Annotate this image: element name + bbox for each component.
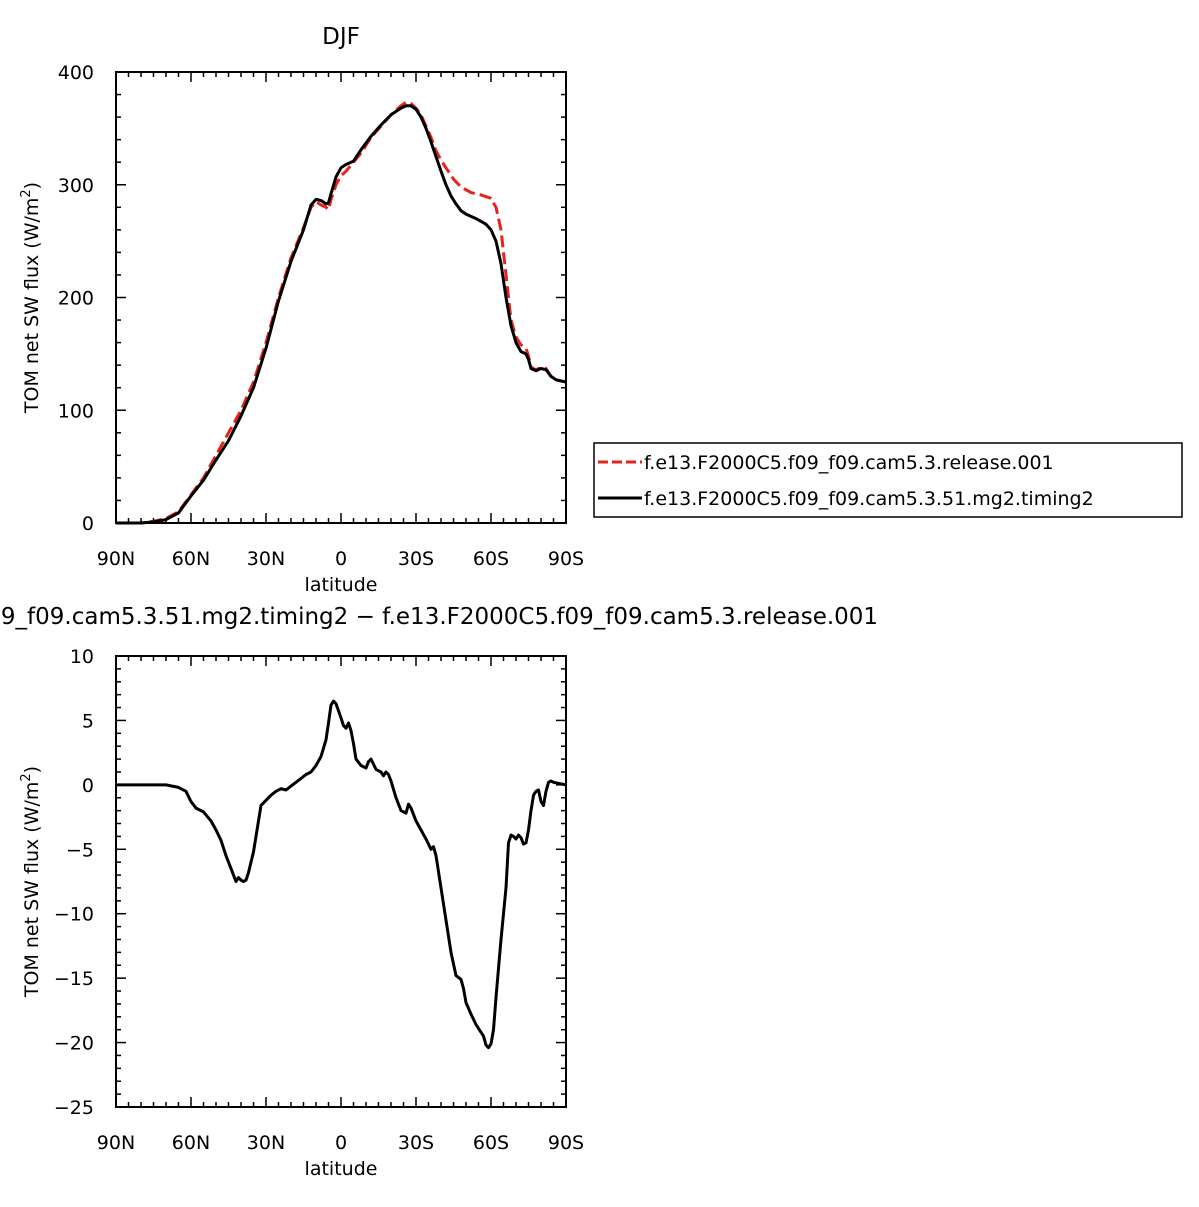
chart-panel-1: 90N 60N 30N 0 30S 60S 90S 0 100 200 300 400 latitude… — [19, 24, 1183, 596]
legend: f.e13.F2000C5.f09_f09.cam5.3.release.001… — [593, 442, 1183, 518]
y-tick-label: 0 — [82, 513, 94, 535]
x-tick-label: 90N — [97, 1132, 135, 1154]
y-tick-label: 10 — [70, 646, 94, 668]
legend-label: f.e13.F2000C5.f09_f09.cam5.3.51.mg2.timi… — [644, 488, 1094, 510]
x-tick-label: 30N — [247, 548, 285, 570]
y-tick-label: 100 — [58, 400, 94, 422]
series-line-1 — [116, 100, 566, 525]
chart-title: f.e13.F2000C5.f09_f09.cam5.3.51.mg2.timi… — [0, 604, 878, 630]
y-tick-label: 300 — [58, 175, 94, 197]
y-tick-label: 400 — [58, 62, 94, 84]
y-tick-label: −10 — [54, 904, 94, 926]
x-tick-label: 30S — [398, 548, 434, 570]
plot-frame — [115, 655, 567, 1108]
x-tick-label: 90S — [548, 548, 584, 570]
x-tick-label: 60N — [172, 548, 210, 570]
x-axis-label: latitude — [305, 574, 378, 596]
x-tick-label: 60S — [473, 548, 509, 570]
y-tick-label: 5 — [82, 710, 94, 732]
x-tick-label: 0 — [335, 548, 347, 570]
y-tick-label: −20 — [54, 1033, 94, 1055]
x-axis-label: latitude — [305, 1158, 378, 1180]
series-line-1 — [116, 699, 566, 1050]
y-axis-label: TOM net SW flux (W/m2) — [19, 182, 43, 414]
chart-title: DJF — [322, 24, 360, 50]
x-tick-label: 90N — [97, 548, 135, 570]
x-tick-label: 60S — [473, 1132, 509, 1154]
y-tick-label: 200 — [58, 288, 94, 310]
x-tick-label: 30S — [398, 1132, 434, 1154]
x-tick-label: 30N — [247, 1132, 285, 1154]
chart-panel-2: 90N 60N 30N 0 30S 60S 90S −25 −20 −15 −10 −5 0 5 10 lat… — [0, 604, 878, 1180]
x-tick-label: 60N — [172, 1132, 210, 1154]
legend-box — [593, 442, 1183, 518]
y-tick-label: −15 — [54, 968, 94, 990]
y-tick-label: 0 — [82, 775, 94, 797]
y-tick-label: −5 — [66, 839, 94, 861]
y-tick-label: −25 — [54, 1097, 94, 1119]
plot-frame — [115, 71, 567, 524]
legend-label: f.e13.F2000C5.f09_f09.cam5.3.release.001 — [644, 452, 1054, 474]
x-tick-label: 0 — [335, 1132, 347, 1154]
x-tick-label: 90S — [548, 1132, 584, 1154]
series-line-2 — [116, 104, 566, 525]
y-axis-label: TOM net SW flux (W/m2) — [19, 766, 43, 998]
